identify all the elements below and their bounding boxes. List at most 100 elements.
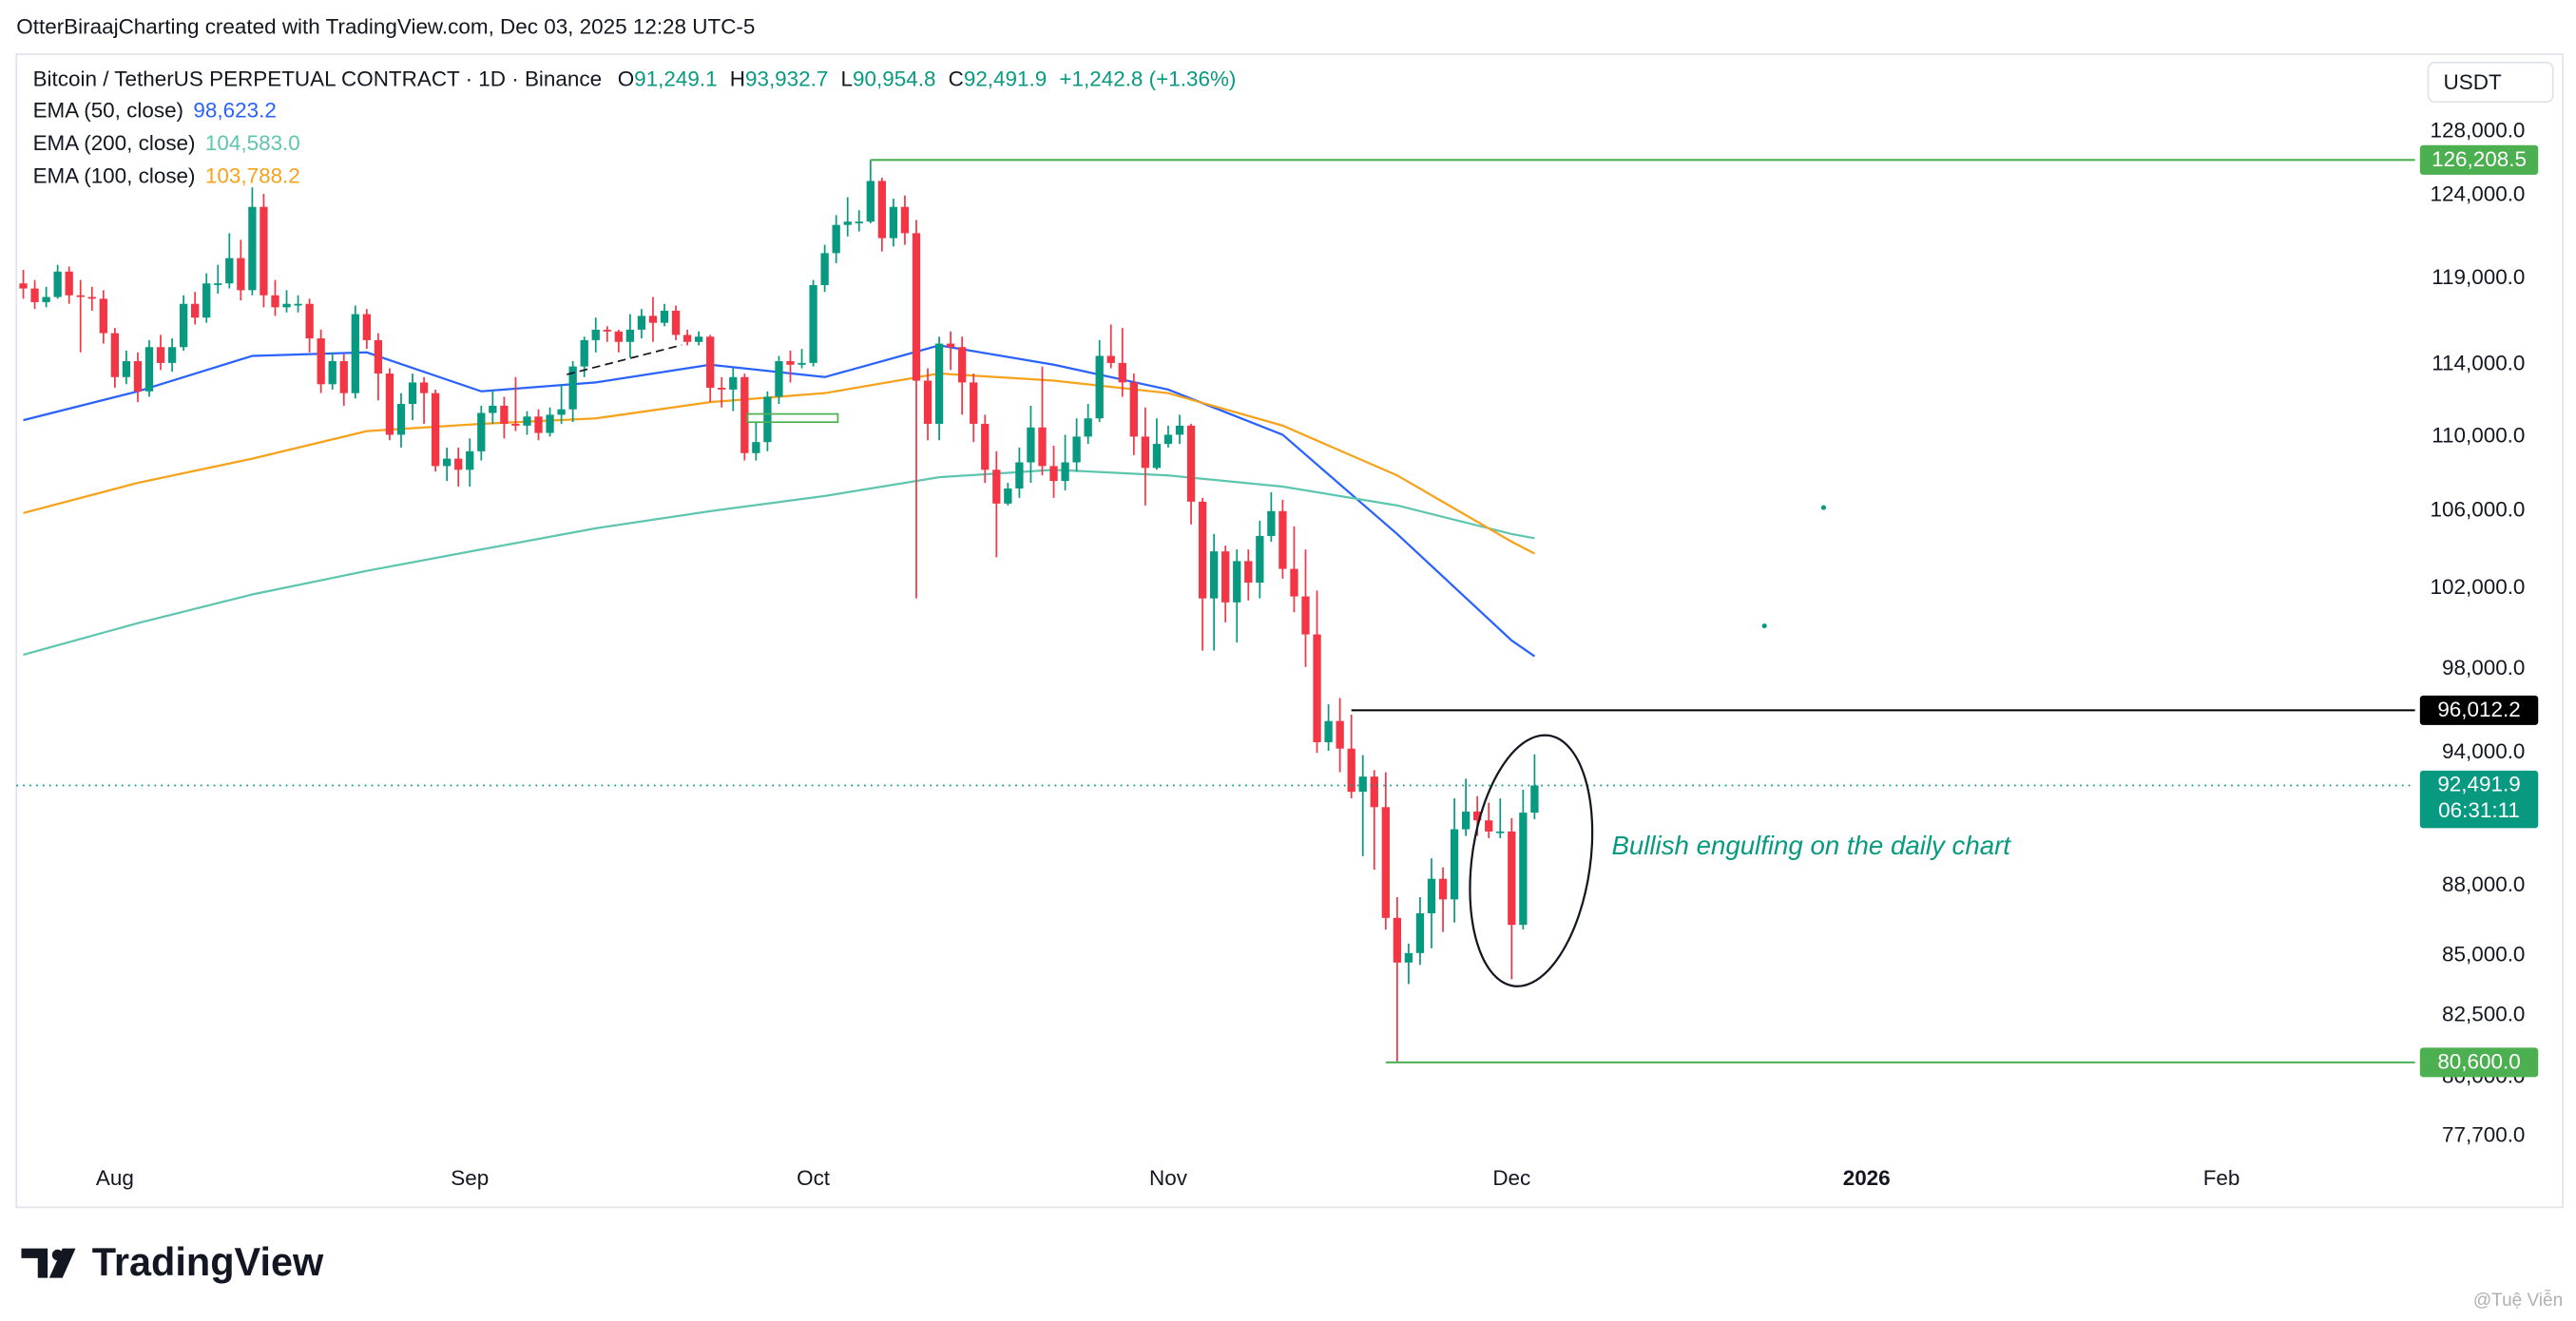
ohlc-value: 91,249.1	[634, 67, 717, 91]
candle-body	[1209, 551, 1219, 599]
candle-body	[271, 295, 279, 308]
level-label: 126,208.5	[2432, 147, 2527, 171]
candle-body	[1152, 444, 1162, 469]
ohlc-key: C	[949, 67, 964, 91]
candle-body	[1049, 466, 1058, 482]
logo-icon	[51, 1249, 64, 1261]
candle-body	[339, 361, 348, 393]
ohlc-value: 90,954.8	[853, 67, 935, 91]
candle-body	[1129, 382, 1138, 437]
highlight-ellipse	[1469, 734, 1594, 987]
watermark: @Tuệ Viễn	[2473, 1290, 2563, 1311]
candle-body	[1267, 510, 1276, 536]
candle-body	[923, 380, 932, 424]
level-label-box	[2419, 695, 2539, 725]
candle-body	[374, 339, 383, 374]
legend-entry: EMA (100, close) 103,788.2	[33, 164, 300, 188]
candle-body	[1004, 488, 1012, 504]
currency[interactable]: USDT	[2444, 70, 2502, 94]
candle-body	[167, 347, 177, 363]
ema-line	[23, 344, 1536, 658]
candle-body	[557, 409, 566, 415]
candle-body	[214, 283, 222, 285]
legend-entry: EMA (200, close) 104,583.0	[33, 131, 300, 155]
candle-body	[396, 404, 406, 435]
level-label-box	[2419, 144, 2539, 175]
candle-body	[1324, 720, 1333, 742]
candle-body	[671, 310, 681, 335]
candle-body	[511, 423, 520, 426]
candle-body	[225, 258, 234, 284]
countdown: 06:31:11	[2438, 798, 2520, 822]
candle-body	[1278, 510, 1287, 569]
candle-body	[362, 314, 371, 340]
candle-body	[202, 283, 211, 318]
candle-body	[1461, 811, 1471, 830]
drawing-dashed	[567, 344, 682, 375]
candle-body	[328, 361, 336, 385]
x-tick-label: Dec	[1492, 1166, 1530, 1190]
candle-body	[1370, 776, 1378, 808]
currency-button[interactable]	[2427, 61, 2554, 104]
candle-body	[992, 469, 1001, 504]
candle-body	[53, 271, 62, 297]
candle-body	[191, 303, 200, 318]
x-tick-label: Sep	[451, 1166, 489, 1190]
legend-name: EMA (50, close)	[33, 99, 183, 123]
candle-body	[1336, 720, 1344, 749]
drawing-dot	[1761, 622, 1767, 629]
candle-body	[99, 298, 107, 334]
candle-body	[740, 376, 749, 453]
candle-body	[1530, 785, 1539, 814]
candle-body	[523, 416, 531, 426]
candle-body	[580, 339, 588, 367]
candle-body	[1027, 427, 1035, 463]
candle-body	[855, 221, 863, 223]
candle-body	[900, 206, 910, 234]
candle-body	[1473, 811, 1482, 821]
candle-body	[752, 442, 760, 453]
candle-body	[1198, 501, 1207, 599]
candle-body	[1061, 462, 1069, 482]
candle-body	[408, 382, 417, 405]
axis-labels: 77,700.080,000.082,500.085,000.088,000.0…	[96, 118, 2539, 1190]
candle-body	[809, 284, 817, 363]
ema-line	[23, 469, 1535, 656]
candle-body	[946, 343, 955, 348]
candle-body	[1485, 820, 1493, 832]
symbol: Bitcoin / TetherUS PERPETUAL CONTRACT · …	[33, 67, 603, 91]
logo: TradingView	[21, 1239, 324, 1284]
candle-body	[660, 310, 669, 323]
legend-row: Bitcoin / TetherUS PERPETUAL CONTRACT · …	[33, 67, 1237, 91]
candle-body	[682, 335, 692, 342]
candle-body	[466, 450, 474, 470]
candle-body	[1256, 535, 1264, 584]
y-tick-label: 94,000.0	[2442, 739, 2525, 763]
drawing-dot	[1820, 505, 1827, 510]
candle-body	[144, 347, 154, 392]
candle-body	[1427, 878, 1436, 913]
candle-body	[1221, 551, 1230, 603]
candle-body	[237, 258, 245, 291]
level-label: 96,012.2	[2437, 698, 2520, 721]
change: +1,242.8 (+1.36%)	[1059, 67, 1236, 91]
candle-body	[351, 314, 359, 393]
y-tick-label: 124,000.0	[2431, 182, 2526, 206]
ohlc-key: H	[730, 67, 745, 91]
candle-body	[1106, 355, 1115, 363]
candle-body	[568, 366, 577, 410]
legend-value: 103,788.2	[205, 164, 300, 188]
candle-body	[718, 388, 726, 390]
candle-body	[1141, 436, 1150, 469]
candle-body	[19, 283, 28, 289]
candle-body	[65, 271, 73, 296]
candle-body	[317, 338, 325, 385]
candle-body	[294, 303, 302, 306]
candle-body	[87, 297, 96, 299]
candle-body	[1404, 952, 1413, 963]
y-tick-label: 82,500.0	[2442, 1002, 2525, 1025]
candle-body	[156, 347, 165, 363]
y-tick-label: 119,000.0	[2432, 265, 2525, 289]
y-tick-label: 102,000.0	[2431, 575, 2526, 599]
